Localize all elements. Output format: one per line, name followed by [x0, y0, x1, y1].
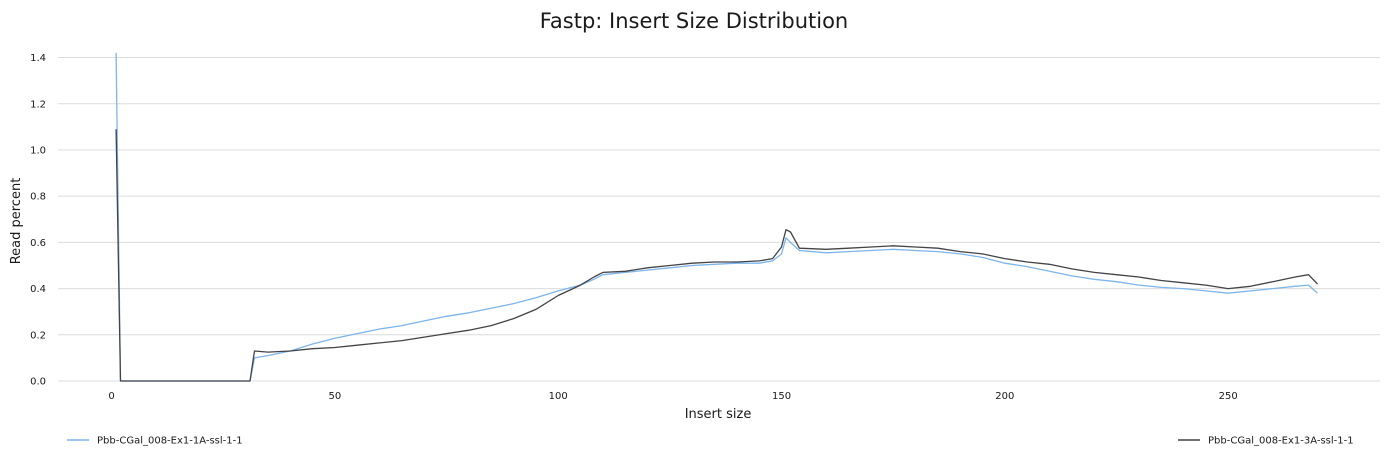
series-line-2[interactable]	[115, 129, 1318, 382]
x-tick-label: 50	[329, 391, 342, 402]
series-line-1[interactable]	[115, 52, 1318, 382]
x-tick-label: 250	[1219, 391, 1238, 402]
x-axis-ticks: 0 50 100 150 200 250	[108, 391, 1237, 402]
y-tick-label: 1.0	[30, 145, 46, 156]
y-axis-ticks: 0.0 0.2 0.4 0.6 0.8 1.0 1.2 1.4	[30, 53, 46, 387]
series-lines	[115, 52, 1318, 382]
y-tick-label: 0.2	[30, 330, 46, 341]
y-tick-label: 0.4	[30, 284, 46, 295]
legend-label: Pbb-CGal_008-Ex1-3A-ssl-1-1	[1208, 436, 1354, 447]
y-tick-label: 0.6	[30, 238, 46, 249]
y-tick-label: 1.2	[30, 99, 46, 110]
x-tick-label: 100	[549, 391, 568, 402]
legend: Pbb-CGal_008-Ex1-1A-ssl-1-1 Pbb-CGal_008-…	[67, 436, 1354, 447]
x-axis-label: Insert size	[685, 407, 752, 422]
chart-title: Fastp: Insert Size Distribution	[540, 9, 848, 33]
x-tick-label: 150	[772, 391, 791, 402]
y-tick-label: 0.0	[30, 377, 46, 388]
legend-item-2[interactable]: Pbb-CGal_008-Ex1-3A-ssl-1-1	[1178, 436, 1354, 447]
y-tick-label: 0.8	[30, 192, 46, 203]
x-tick-label: 0	[108, 391, 114, 402]
x-tick-label: 200	[995, 391, 1014, 402]
y-axis-label: Read percent	[9, 178, 24, 265]
grid-lines	[58, 57, 1380, 382]
legend-label: Pbb-CGal_008-Ex1-1A-ssl-1-1	[97, 436, 243, 447]
legend-item-1[interactable]: Pbb-CGal_008-Ex1-1A-ssl-1-1	[67, 436, 243, 447]
y-tick-label: 1.4	[30, 53, 46, 64]
